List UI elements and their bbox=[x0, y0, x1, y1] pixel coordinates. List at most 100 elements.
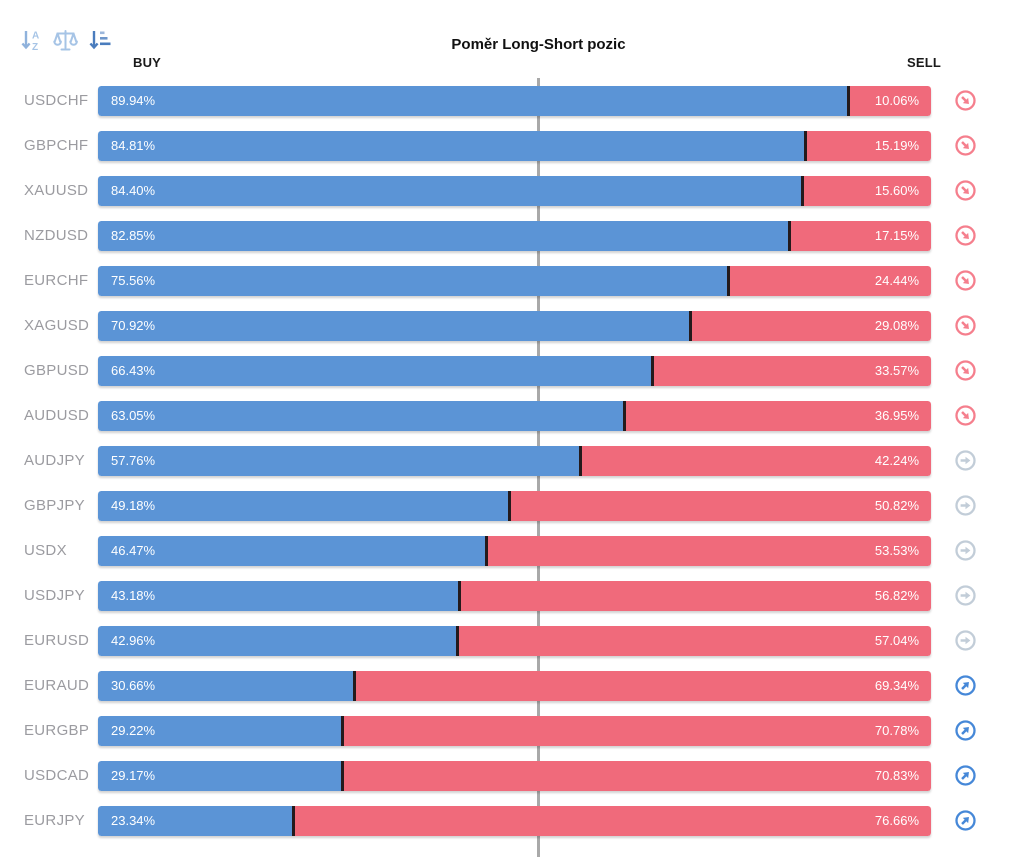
sell-percent-label: 10.06% bbox=[874, 93, 919, 108]
sell-segment[interactable]: 36.95% bbox=[626, 400, 931, 431]
long-short-ratio-bar[interactable]: 82.85% 17.15% bbox=[98, 220, 931, 251]
instrument-row: USDJPY 43.18% 56.82% bbox=[0, 573, 1030, 618]
sell-percent-label: 70.83% bbox=[874, 768, 919, 783]
instrument-label: AUDJPY bbox=[24, 452, 85, 469]
signal-icon[interactable] bbox=[953, 179, 977, 203]
buy-percent-label: 89.94% bbox=[111, 93, 156, 108]
buy-percent-label: 43.18% bbox=[111, 588, 156, 603]
signal-icon[interactable] bbox=[953, 134, 977, 158]
segment-divider bbox=[485, 535, 489, 566]
long-short-ratio-bar[interactable]: 63.05% 36.95% bbox=[98, 400, 931, 431]
sell-segment[interactable]: 15.60% bbox=[804, 175, 931, 206]
sell-segment[interactable]: 10.06% bbox=[850, 85, 931, 116]
instrument-row: GBPJPY 49.18% 50.82% bbox=[0, 483, 1030, 528]
buy-segment[interactable]: 63.05% bbox=[98, 400, 624, 431]
long-short-ratio-bar[interactable]: 23.34% 76.66% bbox=[98, 805, 931, 836]
signal-icon[interactable] bbox=[953, 494, 977, 518]
long-short-ratio-bar[interactable]: 30.66% 69.34% bbox=[98, 670, 931, 701]
signal-icon[interactable] bbox=[953, 314, 977, 338]
sort-by-value-icon bbox=[89, 31, 111, 50]
sell-segment[interactable]: 15.19% bbox=[807, 130, 931, 161]
sort-alphabetical-button[interactable]: A Z bbox=[18, 27, 45, 54]
sell-segment[interactable]: 50.82% bbox=[510, 490, 931, 521]
long-short-ratio-bar[interactable]: 70.92% 29.08% bbox=[98, 310, 931, 341]
sell-segment[interactable]: 33.57% bbox=[654, 355, 931, 386]
buy-segment[interactable]: 49.18% bbox=[98, 490, 508, 521]
segment-divider bbox=[455, 625, 459, 656]
signal-icon[interactable] bbox=[953, 449, 977, 473]
buy-segment[interactable]: 29.22% bbox=[98, 715, 342, 746]
sell-segment[interactable]: 56.82% bbox=[460, 580, 931, 611]
buy-segment[interactable]: 57.76% bbox=[98, 445, 580, 476]
sell-segment[interactable]: 69.34% bbox=[356, 670, 931, 701]
sell-percent-label: 57.04% bbox=[874, 633, 919, 648]
sell-segment[interactable]: 70.83% bbox=[343, 760, 931, 791]
signal-icon[interactable] bbox=[953, 539, 977, 563]
long-short-ratio-bar[interactable]: 49.18% 50.82% bbox=[98, 490, 931, 521]
buy-segment[interactable]: 30.66% bbox=[98, 670, 354, 701]
instrument-row: AUDJPY 57.76% 42.24% bbox=[0, 438, 1030, 483]
long-short-ratio-bar[interactable]: 42.96% 57.04% bbox=[98, 625, 931, 656]
buy-percent-label: 46.47% bbox=[111, 543, 156, 558]
sell-segment[interactable]: 53.53% bbox=[488, 535, 931, 566]
segment-divider bbox=[847, 85, 851, 116]
instrument-label: NZDUSD bbox=[24, 227, 89, 244]
signal-icon[interactable] bbox=[953, 359, 977, 383]
instrument-row: XAUUSD 84.40% 15.60% bbox=[0, 168, 1030, 213]
long-short-ratio-bar[interactable]: 57.76% 42.24% bbox=[98, 445, 931, 476]
long-short-ratio-bar[interactable]: 75.56% 24.44% bbox=[98, 265, 931, 296]
sell-percent-label: 24.44% bbox=[874, 273, 919, 288]
signal-icon[interactable] bbox=[953, 404, 977, 428]
signal-icon[interactable] bbox=[953, 224, 977, 248]
buy-segment[interactable]: 43.18% bbox=[98, 580, 458, 611]
long-short-ratio-bar[interactable]: 29.22% 70.78% bbox=[98, 715, 931, 746]
sell-segment[interactable]: 29.08% bbox=[691, 310, 931, 341]
signal-icon[interactable] bbox=[953, 584, 977, 608]
buy-segment[interactable]: 42.96% bbox=[98, 625, 456, 656]
segment-divider bbox=[727, 265, 731, 296]
sort-alphabetical-icon: A Z bbox=[21, 31, 39, 53]
instrument-row: EURGBP 29.22% 70.78% bbox=[0, 708, 1030, 753]
sell-segment[interactable]: 57.04% bbox=[458, 625, 931, 656]
sell-percent-label: 50.82% bbox=[874, 498, 919, 513]
signal-icon[interactable] bbox=[953, 629, 977, 653]
sell-segment[interactable]: 17.15% bbox=[791, 220, 931, 251]
sort-by-value-button[interactable] bbox=[86, 27, 113, 54]
signal-icon[interactable] bbox=[953, 809, 977, 833]
long-short-ratio-bar[interactable]: 29.17% 70.83% bbox=[98, 760, 931, 791]
buy-segment[interactable]: 84.81% bbox=[98, 130, 805, 161]
sell-column-header: SELL bbox=[906, 55, 941, 70]
buy-segment[interactable]: 82.85% bbox=[98, 220, 789, 251]
long-short-ratio-bar[interactable]: 43.18% 56.82% bbox=[98, 580, 931, 611]
buy-segment[interactable]: 23.34% bbox=[98, 805, 293, 836]
buy-segment[interactable]: 66.43% bbox=[98, 355, 652, 386]
signal-icon[interactable] bbox=[953, 89, 977, 113]
instrument-label: EURJPY bbox=[24, 812, 85, 829]
signal-icon[interactable] bbox=[953, 269, 977, 293]
sell-segment[interactable]: 70.78% bbox=[344, 715, 931, 746]
sell-segment[interactable]: 76.66% bbox=[295, 805, 931, 836]
long-short-ratio-bar[interactable]: 66.43% 33.57% bbox=[98, 355, 931, 386]
buy-percent-label: 29.17% bbox=[111, 768, 156, 783]
sell-segment[interactable]: 24.44% bbox=[730, 265, 931, 296]
signal-icon[interactable] bbox=[953, 674, 977, 698]
sort-balance-button[interactable] bbox=[52, 27, 79, 54]
buy-segment[interactable]: 75.56% bbox=[98, 265, 728, 296]
sell-segment[interactable]: 42.24% bbox=[582, 445, 931, 476]
buy-segment[interactable]: 70.92% bbox=[98, 310, 689, 341]
buy-segment[interactable]: 46.47% bbox=[98, 535, 486, 566]
long-short-ratio-bar[interactable]: 89.94% 10.06% bbox=[98, 85, 931, 116]
sell-percent-label: 17.15% bbox=[874, 228, 919, 243]
long-short-ratio-bar[interactable]: 84.81% 15.19% bbox=[98, 130, 931, 161]
buy-percent-label: 23.34% bbox=[111, 813, 156, 828]
long-short-ratio-bar[interactable]: 84.40% 15.60% bbox=[98, 175, 931, 206]
buy-percent-label: 63.05% bbox=[111, 408, 156, 423]
signal-icon[interactable] bbox=[953, 764, 977, 788]
long-short-ratio-bar[interactable]: 46.47% 53.53% bbox=[98, 535, 931, 566]
buy-segment[interactable]: 29.17% bbox=[98, 760, 341, 791]
signal-icon[interactable] bbox=[953, 719, 977, 743]
sort-toolbar: A Z bbox=[18, 27, 113, 54]
buy-segment[interactable]: 84.40% bbox=[98, 175, 802, 206]
buy-segment[interactable]: 89.94% bbox=[98, 85, 848, 116]
